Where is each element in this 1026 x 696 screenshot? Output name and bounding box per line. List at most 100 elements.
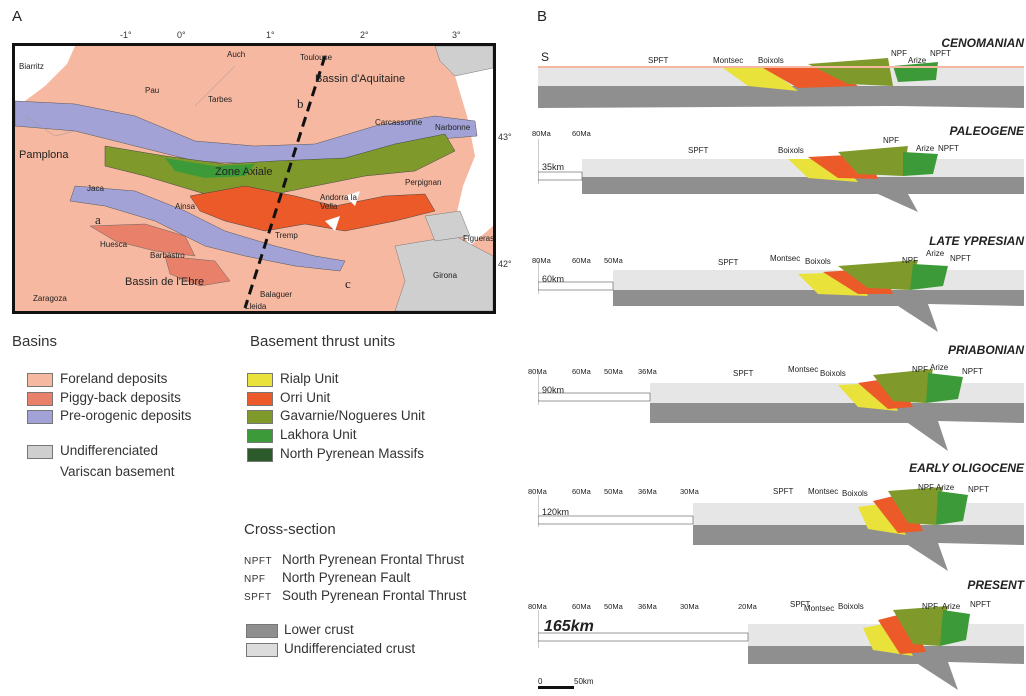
rialp-label: Rialp Unit: [280, 371, 339, 386]
abbr-text: South Pyrenean Frontal Thrust: [282, 588, 467, 603]
time-label: 30Ma: [680, 487, 699, 496]
map-region-letter: c: [345, 276, 351, 291]
abbr: SPFT: [244, 592, 272, 603]
map-place-label: Pamplona: [19, 149, 69, 161]
time-label: 80Ma: [528, 602, 547, 611]
fault-label: NPFT: [930, 49, 951, 58]
time-label: 50Ma: [604, 487, 623, 496]
section-graphic: [538, 58, 1024, 108]
map-place-label: Biarritz: [19, 62, 44, 71]
basins-title: Basins: [12, 333, 58, 350]
map-place-label: Ainsa: [175, 202, 196, 211]
lat-tick: 43°: [498, 132, 512, 142]
panel-a-label: A: [12, 8, 23, 25]
undiff-crust-label: Undifferenciated crust: [284, 641, 416, 656]
section-title: LATE YPRESIAN: [929, 234, 1024, 248]
lon-tick: 3°: [452, 30, 461, 40]
section-graphic: [538, 369, 1024, 451]
preorogenic-label: Pre-orogenic deposits: [60, 408, 192, 423]
map-region-letter: b: [297, 96, 304, 111]
fault-label: NPFT: [970, 600, 991, 609]
fault-label: NPFT: [962, 367, 983, 376]
fault-label: Arize: [926, 249, 945, 258]
map-place-label: Balaguer: [260, 290, 293, 299]
fault-label: NPF: [922, 602, 938, 611]
foreland-swatch: [27, 373, 53, 387]
fault-label: SPFT: [733, 369, 754, 378]
time-label: 80Ma: [532, 256, 551, 265]
fault-label: NPFT: [950, 254, 971, 263]
fault-label: NPF: [912, 365, 928, 374]
panel-b-label: B: [537, 8, 548, 25]
fault-label: Montsec: [804, 604, 835, 613]
map-place-label: Toulouse: [300, 53, 333, 62]
lon-tick: -1°: [120, 30, 132, 40]
map-place-label: Zaragoza: [33, 294, 67, 303]
abbr: NPFT: [244, 556, 273, 567]
map-place-label: Tremp: [275, 231, 298, 240]
lower-crust-swatch: [246, 624, 278, 638]
fault-label: NPFT: [938, 144, 959, 153]
time-label: 60Ma: [572, 367, 591, 376]
fault-label: SPFT: [790, 600, 811, 609]
lower-crust-label: Lower crust: [284, 622, 354, 637]
map-place-label: Jaca: [87, 184, 104, 193]
fault-label: SPFT: [718, 258, 739, 267]
lon-tick: 0°: [177, 30, 186, 40]
time-label: 60Ma: [572, 256, 591, 265]
fault-label: NPFT: [968, 485, 989, 494]
variscan-swatch: [27, 445, 53, 459]
abbr-text: North Pyrenean Fault: [282, 570, 411, 585]
fault-label: Montsec: [808, 487, 839, 496]
map-place-label: Girona: [433, 271, 458, 280]
time-label: 80Ma: [532, 129, 551, 138]
time-label: 80Ma: [528, 367, 547, 376]
fault-label: Montsec: [788, 365, 819, 374]
fault-label: Boixols: [820, 369, 846, 378]
abbr-row-spft: SPFT South Pyrenean Frontal Thrust: [244, 588, 466, 603]
lakhora-label: Lakhora Unit: [280, 427, 357, 442]
fault-label: SPFT: [688, 146, 709, 155]
undiff-crust-swatch: [246, 643, 278, 657]
map-place-label: Bassin de l'Ebre: [125, 276, 205, 288]
map-geology-shapes: [15, 46, 493, 311]
map-place-label: Pau: [145, 86, 160, 95]
cross-section-title: Cross-section: [244, 521, 336, 538]
shortening-label: 120km: [542, 507, 570, 517]
section-title: PRIABONIAN: [947, 343, 1024, 357]
fault-label: NPF: [891, 49, 907, 58]
map-place-label: Auch: [227, 50, 246, 59]
map-place-label: Perpignan: [405, 178, 442, 187]
south-label: S: [541, 50, 550, 64]
fault-label: Arize: [942, 602, 961, 611]
map-region-letter: a: [95, 212, 101, 227]
time-label: 20Ma: [738, 602, 757, 611]
fault-label: Arize: [908, 56, 927, 65]
variscan-label: Undifferenciated: [60, 443, 159, 458]
map-place-label: Lleida: [245, 302, 267, 311]
map-place-label: Narbonne: [435, 123, 471, 132]
shortening-label: 90km: [542, 385, 565, 395]
fault-label: NPF: [883, 136, 899, 145]
map-place-label: Zone Axiale: [215, 166, 273, 178]
shortening-label: 35km: [542, 162, 565, 172]
section-present: PRESENT 80Ma 60Ma 50Ma 36Ma 30Ma 20Ma 16…: [528, 578, 1024, 696]
fault-label: Montsec: [770, 254, 801, 263]
scale-end: 50km: [574, 677, 594, 686]
time-label: 36Ma: [638, 487, 657, 496]
section-late-ypresian: LATE YPRESIAN 80Ma 60Ma 50Ma 60km SPFT M…: [532, 234, 1024, 334]
fault-label: Boixols: [758, 56, 784, 65]
abbr-text: North Pyrenean Frontal Thrust: [282, 552, 465, 567]
orri-label: Orri Unit: [280, 390, 331, 405]
fault-label: Arize: [916, 144, 935, 153]
section-title: PALEOGENE: [949, 124, 1024, 138]
abbr-row-npft: NPFT North Pyrenean Frontal Thrust: [244, 552, 464, 567]
foreland-label: Foreland deposits: [60, 371, 168, 386]
time-label: 60Ma: [572, 602, 591, 611]
time-label: 30Ma: [680, 602, 699, 611]
section-graphic: [538, 139, 1024, 212]
map-place-label: Huesca: [100, 240, 128, 249]
piggyback-swatch: [27, 392, 53, 406]
fault-label: Boixols: [838, 602, 864, 611]
section-priabonian: PRIABONIAN 80Ma 60Ma 50Ma 36Ma 90km SPFT…: [528, 343, 1024, 453]
